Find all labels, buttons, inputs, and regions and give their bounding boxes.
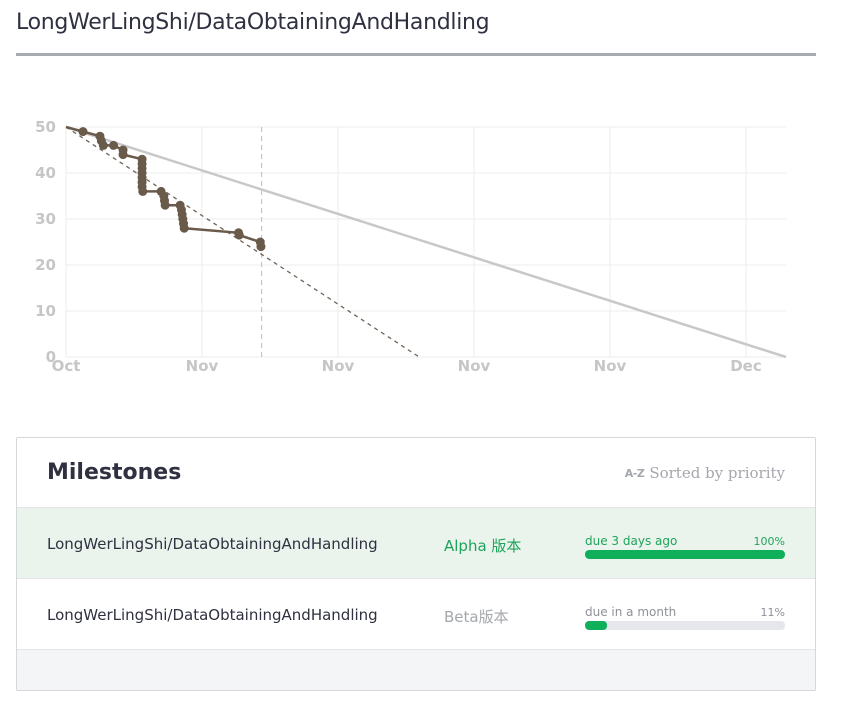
burndown-point (109, 140, 119, 150)
milestones-panel: Milestones A-Z Sorted by priority LongWe… (16, 437, 816, 691)
sort-az-icon: A-Z (624, 466, 645, 480)
x-tick-label: Dec (730, 357, 762, 375)
x-tick-label: Nov (186, 357, 219, 375)
burndown-point (234, 230, 244, 240)
burndown-point (78, 127, 88, 137)
burndown-point (138, 186, 148, 196)
milestone-name-link[interactable]: Beta版本 (444, 608, 509, 626)
y-tick-label: 30 (35, 210, 56, 228)
progress-bar-track (585, 550, 785, 559)
milestone-percent: 11% (760, 606, 785, 619)
burndown-point (179, 223, 189, 233)
burndown-point (118, 150, 128, 160)
actual-burndown-line (65, 125, 263, 247)
burndown-chart: 0 10 20 30 40 50 Oct Nov Nov Nov Nov Dec (0, 100, 845, 400)
burndown-point (160, 200, 170, 210)
sort-control[interactable]: A-Z Sorted by priority (625, 464, 785, 482)
sort-label: Sorted by priority (649, 464, 785, 482)
milestones-header: Milestones A-Z Sorted by priority (17, 438, 815, 508)
x-tick-label: Oct (52, 357, 81, 375)
burndown-chart-svg: 0 10 20 30 40 50 Oct Nov Nov Nov Nov Dec (35, 118, 787, 375)
progress-bar-track (585, 621, 785, 630)
milestone-progress: due in a month 11% (585, 603, 785, 630)
title-divider (16, 53, 816, 56)
x-tick-label: Nov (458, 357, 491, 375)
y-tick-label: 40 (35, 164, 56, 182)
milestone-percent: 100% (753, 535, 785, 548)
y-tick-label: 0 (46, 348, 56, 366)
milestone-due-date: due in a month (585, 605, 677, 619)
milestone-name-link[interactable]: Alpha 版本 (444, 537, 522, 555)
progress-bar-fill (585, 550, 785, 559)
y-tick-label: 20 (35, 256, 56, 274)
milestone-repo-link[interactable]: LongWerLingShi/DataObtainingAndHandling (47, 535, 378, 553)
ideal-burndown-line (65, 125, 787, 359)
burndown-point (98, 140, 108, 150)
milestones-title: Milestones (47, 460, 182, 485)
milestone-row[interactable]: LongWerLingShi/DataObtainingAndHandling … (17, 579, 815, 650)
x-tick-label: Nov (594, 357, 627, 375)
milestone-due-date: due 3 days ago (585, 534, 678, 548)
milestone-repo-link[interactable]: LongWerLingShi/DataObtainingAndHandling (47, 606, 378, 624)
burndown-point (256, 242, 266, 252)
projected-trend-line (65, 126, 420, 358)
x-tick-label: Nov (322, 357, 355, 375)
milestone-progress: due 3 days ago 100% (585, 532, 785, 559)
y-tick-label: 50 (35, 118, 56, 136)
milestone-row[interactable]: LongWerLingShi/DataObtainingAndHandling … (17, 508, 815, 579)
page-title: LongWerLingShi/DataObtainingAndHandling (16, 10, 490, 35)
progress-bar-fill (585, 621, 607, 630)
y-tick-label: 10 (35, 302, 56, 320)
